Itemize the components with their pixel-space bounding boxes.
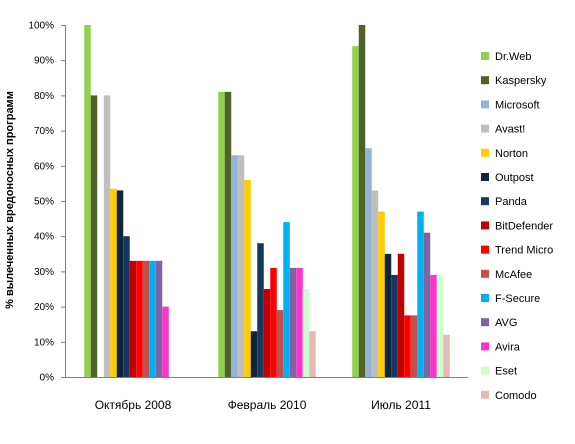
bar-outpost: [384, 253, 392, 377]
bar-avira: [296, 267, 303, 377]
legend-label: Panda: [495, 196, 528, 208]
legend-label: Avast!: [495, 124, 525, 136]
bar-avg: [289, 267, 297, 377]
bar-microsoft: [365, 148, 372, 377]
legend: Dr.Web Kaspersky Microsoft Avast! Norton Outp…: [481, 51, 553, 402]
bar-avg: [155, 260, 163, 377]
y-tick-label: 10%: [34, 337, 54, 348]
bar-outpost: [250, 331, 258, 377]
bar-panda: [123, 236, 130, 377]
bar-bitdefender: [129, 260, 137, 377]
bar-mcafee: [142, 260, 150, 377]
legend-label: F-Secure: [495, 293, 540, 305]
x-category-label: Февраль 2010: [228, 398, 307, 412]
legend-swatch: [481, 294, 489, 302]
bar-panda: [391, 274, 398, 377]
bar-trend-micro: [136, 260, 143, 377]
legend-swatch: [481, 52, 489, 60]
legend-label: Microsoft: [495, 99, 540, 111]
x-category-label: Октябрь 2008: [95, 398, 172, 412]
bar-mcafee: [410, 315, 418, 377]
y-tick-label: 20%: [34, 302, 54, 313]
legend-swatch: [481, 76, 489, 85]
legend-swatch: [481, 148, 489, 157]
legend-label: Avira: [495, 341, 521, 353]
legend-swatch: [481, 390, 489, 399]
bar-eset: [436, 274, 444, 377]
legend-swatch: [481, 124, 489, 133]
legend-label: Outpost: [495, 172, 534, 184]
bar-avira: [162, 306, 169, 377]
y-axis-ticks: 0% 10% 20% 30% 40% 50% 60% 70% 80% 90% 100%: [28, 21, 66, 384]
bar-eset: [302, 289, 310, 377]
x-category-label: Июль 2011: [371, 398, 431, 412]
bar-avg: [423, 232, 431, 377]
legend-label: Dr.Web: [495, 51, 531, 63]
y-tick-label: 0%: [40, 373, 55, 384]
bar-comodo: [443, 334, 450, 377]
bar-dr-web: [84, 25, 91, 377]
bar-avira: [430, 274, 437, 377]
legend-swatch: [481, 221, 489, 230]
bar-bitdefender: [397, 253, 405, 377]
y-tick-label: 70%: [34, 126, 54, 137]
legend-swatch: [481, 318, 489, 327]
bar-f-secure: [417, 211, 424, 377]
legend-swatch: [481, 173, 489, 181]
legend-label: Norton: [495, 148, 528, 160]
x-axis-categories: Октябрь 2008 Февраль 2010 Июль 2011: [95, 398, 431, 412]
bar-dr-web: [352, 46, 359, 378]
y-axis-label: % вылеченных вредоносных программ: [4, 91, 16, 309]
legend-swatch: [481, 366, 489, 375]
bars: [84, 25, 450, 378]
bar-dr-web: [218, 91, 225, 377]
y-tick-label: 50%: [34, 197, 54, 208]
bar-norton: [378, 211, 385, 377]
legend-label: Trend Micro: [495, 245, 553, 257]
legend-label: Eset: [495, 366, 517, 378]
legend-swatch: [481, 269, 489, 278]
bar-avast-: [103, 95, 111, 378]
bar-kaspersky: [224, 91, 232, 377]
bar-comodo: [309, 331, 316, 377]
y-tick-label: 80%: [34, 91, 54, 102]
bar-trend-micro: [270, 267, 277, 377]
bar-mcafee: [276, 310, 284, 377]
bar-f-secure: [283, 222, 290, 377]
bar-norton: [244, 179, 251, 377]
y-tick-label: 30%: [34, 267, 54, 278]
bar-kaspersky: [358, 25, 366, 377]
bar-avast-: [371, 190, 379, 377]
bar-outpost: [116, 190, 124, 377]
legend-swatch: [481, 100, 489, 109]
bar-trend-micro: [404, 315, 411, 377]
legend-label: AVG: [495, 317, 517, 329]
legend-swatch: [481, 342, 489, 351]
y-tick-label: 90%: [34, 56, 54, 67]
y-tick-label: 100%: [28, 21, 54, 32]
legend-label: BitDefender: [495, 220, 553, 232]
legend-label: McAfee: [495, 269, 532, 281]
bar-kaspersky: [90, 95, 98, 378]
bar-microsoft: [231, 155, 238, 377]
legend-label: Comodo: [495, 390, 537, 402]
bar-norton: [110, 188, 117, 377]
y-tick-label: 60%: [34, 161, 54, 172]
y-tick-label: 40%: [34, 232, 54, 243]
legend-swatch: [481, 245, 489, 254]
legend-label: Kaspersky: [495, 75, 547, 87]
bar-bitdefender: [263, 289, 271, 377]
bar-panda: [257, 243, 264, 377]
bar-f-secure: [149, 260, 156, 377]
bar-avast-: [237, 155, 245, 377]
legend-swatch: [481, 197, 489, 206]
